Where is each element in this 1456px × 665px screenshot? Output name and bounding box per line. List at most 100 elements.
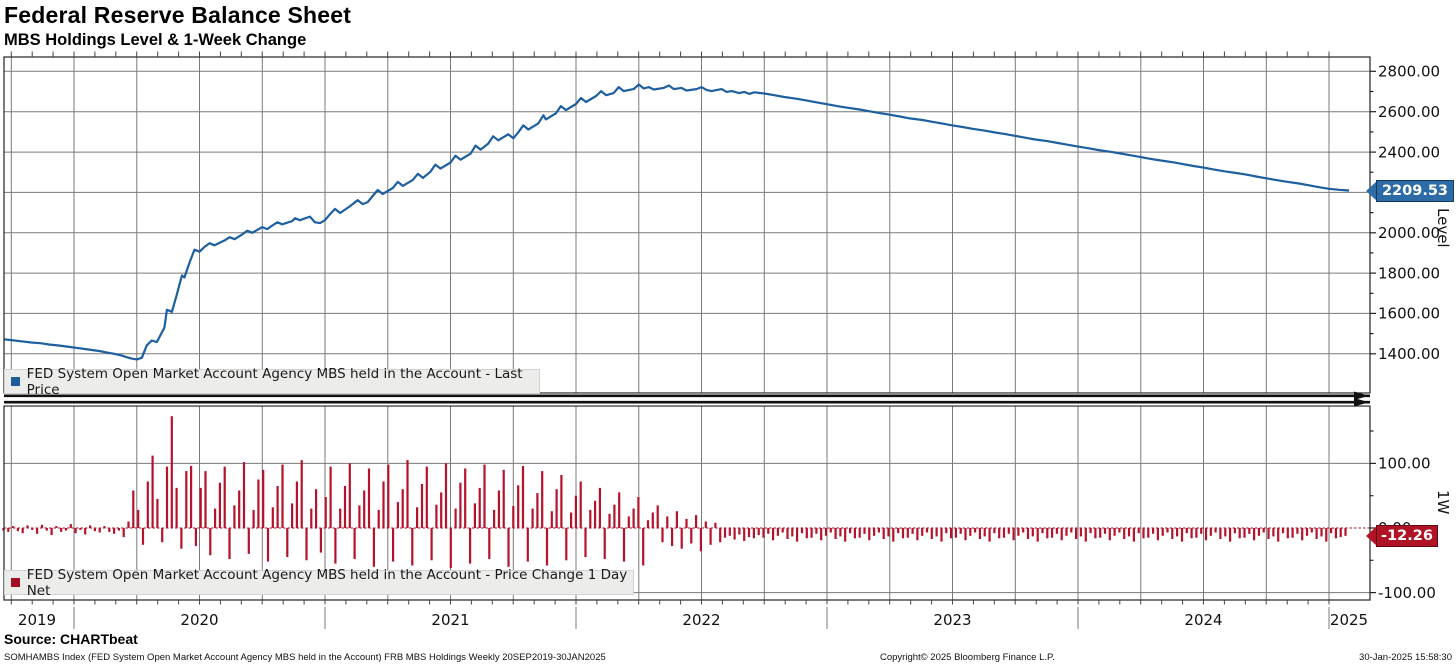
change-bar [1291, 528, 1294, 538]
change-bar [541, 471, 544, 528]
change-bar [800, 528, 804, 534]
change-bar [372, 528, 375, 567]
change-bar [1262, 528, 1265, 533]
change-bar [488, 528, 491, 559]
change-bar [1113, 528, 1116, 536]
change-bar [1127, 528, 1131, 537]
change-bar [1147, 528, 1150, 538]
legend-level-label: FED System Open Market Account Agency MB… [26, 365, 523, 398]
change-bar [334, 528, 337, 564]
change-bar [319, 528, 322, 553]
change-bar [983, 528, 986, 537]
change-bar [767, 528, 770, 534]
change-bar [286, 528, 289, 558]
change-bar [310, 508, 313, 528]
change-bar [1051, 528, 1054, 538]
change-bar [834, 528, 837, 539]
change-bar [1200, 528, 1203, 534]
change-bar [257, 479, 260, 528]
change-bar [680, 528, 683, 549]
change-bar [646, 520, 650, 528]
change-bar [719, 528, 722, 543]
legend-change-label: FED System Open Market Account Agency MB… [26, 566, 628, 599]
change-bar [406, 460, 409, 528]
xtick-label-year: 2022 [682, 611, 720, 629]
change-bar [560, 475, 563, 528]
change-bar [950, 528, 953, 539]
change-bar [521, 465, 525, 528]
change-bar [1214, 528, 1217, 533]
change-bar [459, 482, 462, 528]
change-bar [7, 528, 10, 532]
change-bar [12, 526, 15, 528]
change-bar [791, 528, 794, 537]
change-bar [190, 465, 193, 528]
change-bar [661, 528, 664, 543]
change-bar [1012, 528, 1015, 541]
change-bar [1286, 528, 1289, 539]
change-bar [175, 487, 178, 528]
ytick-label-level: 2000.00 [1378, 224, 1440, 242]
change-bar [1017, 528, 1020, 536]
change-bar [743, 528, 746, 541]
change-bar [1171, 528, 1174, 539]
change-bar [1065, 528, 1068, 536]
change-bar [536, 493, 539, 528]
change-bar [969, 528, 972, 536]
change-bar [637, 497, 640, 528]
change-bar [1344, 528, 1347, 536]
separator-arrow-icon [1354, 398, 1369, 407]
change-bar [74, 528, 77, 534]
xtick-label-year: 2025 [1330, 611, 1368, 629]
change-bar [329, 466, 332, 528]
change-bar [762, 528, 765, 538]
change-bar [1330, 528, 1333, 534]
change-bar [363, 490, 366, 528]
change-bar [757, 528, 760, 536]
change-bar [545, 528, 549, 566]
change-bar [411, 528, 414, 566]
ytick-label-change: 100.00 [1378, 455, 1431, 473]
change-bar [916, 528, 919, 541]
change-bar [709, 528, 712, 545]
change-bar [776, 528, 779, 536]
change-bar [723, 528, 727, 538]
change-bar [810, 528, 813, 538]
change-bar [1161, 528, 1164, 536]
change-bar [656, 505, 659, 528]
change-bar [416, 507, 419, 528]
change-bar [127, 521, 130, 528]
level-line [3, 83, 1350, 361]
change-bar [1253, 528, 1256, 541]
change-bar [622, 528, 626, 562]
change-bar [502, 469, 505, 528]
change-bar [772, 528, 775, 541]
change-bar [223, 466, 226, 528]
change-bar [584, 528, 587, 558]
level-panel-border [3, 56, 1371, 394]
change-bar [901, 528, 905, 539]
change-bar [228, 528, 231, 559]
change-bar [930, 528, 933, 539]
change-bar [1305, 528, 1309, 536]
ytick-label-level: 2800.00 [1378, 63, 1440, 81]
change-bar [146, 481, 149, 528]
panel-separator [0, 393, 1456, 406]
change-bar [281, 464, 284, 528]
change-bar [69, 524, 72, 528]
change-bar [978, 528, 981, 539]
change-bar [1007, 528, 1010, 534]
change-bar [367, 468, 371, 528]
change-bar [594, 500, 597, 528]
change-bar [598, 487, 601, 528]
change-bar [671, 528, 674, 547]
change-bar [473, 503, 476, 528]
xtick-label-year: 2021 [431, 611, 469, 629]
change-bar [238, 490, 241, 528]
change-bar [829, 528, 832, 533]
change-bar [1089, 528, 1092, 534]
change-bar [1108, 528, 1111, 541]
change-bar [21, 528, 24, 534]
